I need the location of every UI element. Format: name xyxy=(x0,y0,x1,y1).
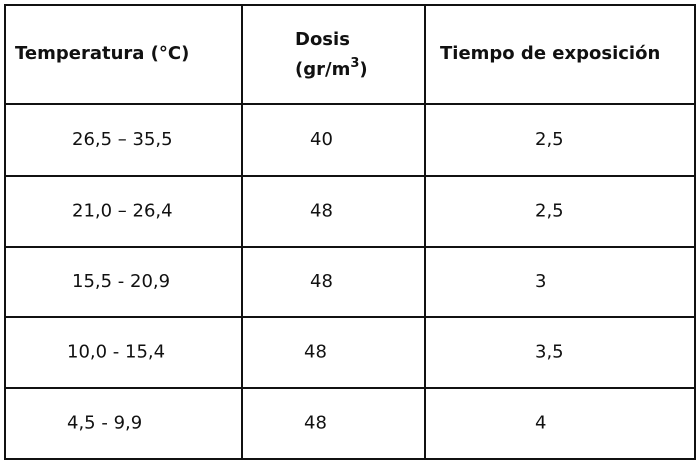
header-unit-close: ) xyxy=(359,59,367,80)
header-sup: 3 xyxy=(350,56,359,71)
table-cell: 3 xyxy=(535,271,546,292)
header-cell: Tiempo de exposición xyxy=(440,43,660,64)
table-cell: 15,5 - 20,9 xyxy=(72,271,170,292)
table-cell: 10,0 - 15,4 xyxy=(67,342,165,363)
table-cell: 4,5 - 9,9 xyxy=(67,413,142,434)
table-cell: 21,0 – 26,4 xyxy=(72,201,173,222)
header-cell: Temperatura (°C) xyxy=(15,43,189,64)
table-cell: 2,5 xyxy=(535,129,564,150)
table-cell: 48 xyxy=(310,201,333,222)
header-unit: (gr/m xyxy=(295,59,350,80)
table-cell: 48 xyxy=(310,271,333,292)
table-border xyxy=(4,4,696,460)
header-cell: (gr/m3) xyxy=(295,56,368,81)
table-cell: 48 xyxy=(304,342,327,363)
table-cell: 26,5 – 35,5 xyxy=(72,129,173,150)
table-cell: 4 xyxy=(535,413,546,434)
table-cell: 3,5 xyxy=(535,342,564,363)
table-cell: 40 xyxy=(310,129,333,150)
table-cell: 2,5 xyxy=(535,201,564,222)
header-cell: Dosis xyxy=(295,29,350,50)
table-cell: 48 xyxy=(304,413,327,434)
